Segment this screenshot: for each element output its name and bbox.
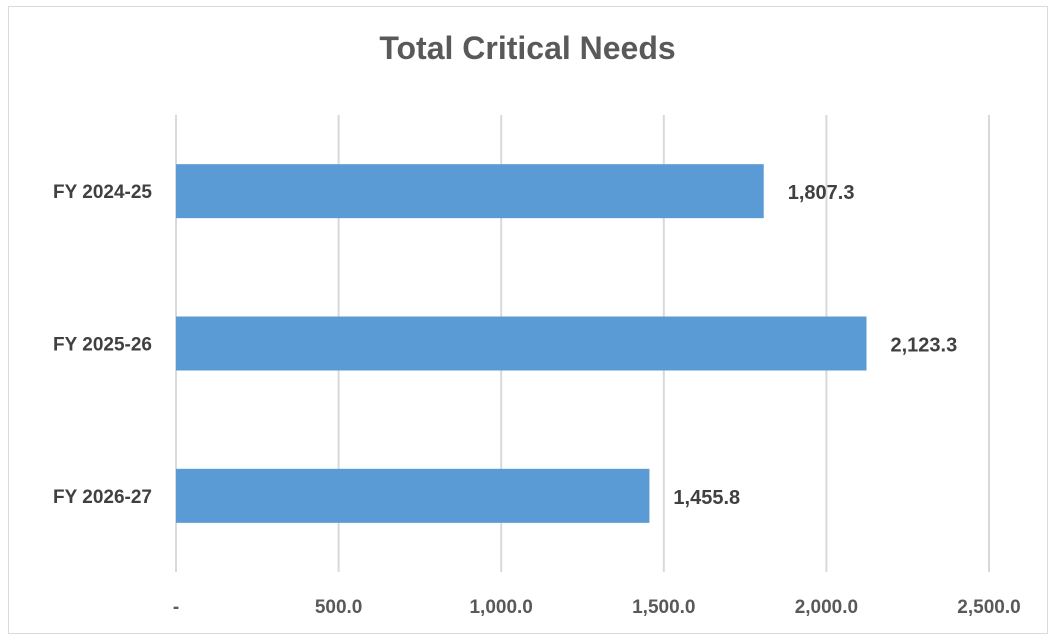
data-label: 1,455.8 [673, 487, 740, 509]
category-label: FY 2024-25 [53, 182, 152, 203]
chart-title: Total Critical Needs [379, 30, 676, 66]
bars [176, 164, 867, 523]
data-label: 1,807.3 [788, 182, 855, 204]
x-tick-label: - [173, 597, 179, 618]
x-tick-label: 2,000.0 [795, 597, 858, 618]
x-tick-label: 1,500.0 [632, 597, 695, 618]
bar [176, 164, 764, 219]
bar [176, 316, 867, 371]
labels: - 500.0 1,000.0 1,500.0 2,000.0 2,500.0 FY 202… [53, 182, 1021, 618]
bar [176, 468, 650, 523]
x-tick-label: 2,500.0 [957, 597, 1020, 618]
category-label: FY 2025-26 [53, 335, 152, 356]
data-label: 2,123.3 [890, 335, 957, 357]
x-tick-label: 1,000.0 [469, 597, 532, 618]
x-tick-label: 500.0 [315, 597, 363, 618]
category-label: FY 2026-27 [53, 487, 152, 508]
